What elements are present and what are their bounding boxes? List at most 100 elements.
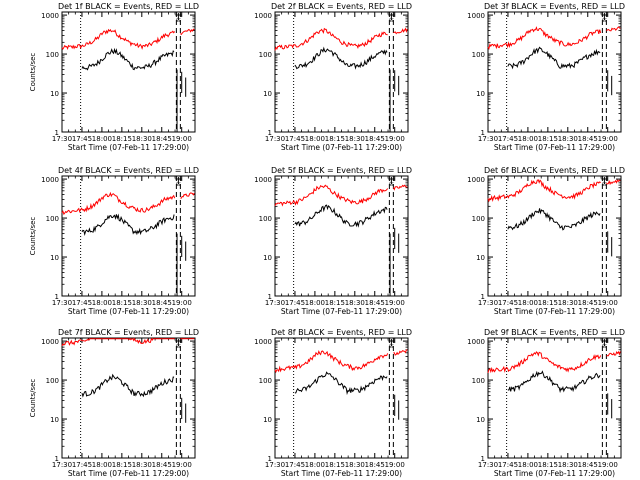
panel-title: Det 3f BLACK = Events, RED = LLD bbox=[484, 2, 625, 11]
x-tick-label: 18:00 bbox=[305, 299, 325, 307]
x-tick-label: 18:00 bbox=[92, 461, 112, 469]
y-tick-label: 100 bbox=[259, 215, 272, 223]
y-tick-label: 10 bbox=[476, 254, 485, 262]
x-tick-label: 18:15 bbox=[538, 299, 558, 307]
se-marker-label: SE bbox=[389, 182, 395, 187]
panel-title: Det 9f BLACK = Events, RED = LLD bbox=[484, 328, 625, 337]
panel-6: Det 6f BLACK = Events, RED = LLD 1 10 100 10… bbox=[467, 166, 625, 316]
x-tick-label: 18:15 bbox=[325, 299, 345, 307]
y-tick-label: 100 bbox=[472, 377, 485, 385]
panel-title: Det 6f BLACK = Events, RED = LLD bbox=[484, 166, 625, 175]
x-tick-label: 18:00 bbox=[92, 299, 112, 307]
lld-series-line bbox=[487, 351, 602, 374]
panel-2: Det 2f BLACK = Events, RED = LLD 1 10 100 10… bbox=[254, 2, 412, 152]
lld-series-line bbox=[61, 337, 175, 347]
x-tick-label: 17:45 bbox=[498, 299, 518, 307]
x-tick-label: 19:00 bbox=[172, 461, 192, 469]
x-tick-label: 18:30 bbox=[132, 135, 152, 143]
y-tick-label: 1 bbox=[481, 455, 485, 463]
x-tick-label: 19:00 bbox=[385, 135, 405, 143]
x-axis-label: Start Time (07-Feb-11 17:29:00) bbox=[68, 143, 189, 152]
x-tick-label: 17:45 bbox=[498, 135, 518, 143]
y-tick-label: 10 bbox=[50, 254, 59, 262]
se-marker-label: SE bbox=[602, 18, 608, 23]
lld-series-line bbox=[606, 26, 621, 32]
se-marker-label: SE bbox=[389, 344, 395, 349]
lld-series-line bbox=[487, 179, 601, 203]
lld-series-line bbox=[274, 27, 388, 51]
panel-8: Det 8f BLACK = Events, RED = LLD 1 10 100 10… bbox=[254, 328, 412, 478]
x-tick-label: 18:15 bbox=[538, 461, 558, 469]
x-tick-label: 18:00 bbox=[92, 135, 112, 143]
panel-7: Det 7f BLACK = Events, RED = LLD 1 10 100 10… bbox=[29, 328, 199, 478]
y-tick-label: 1000 bbox=[41, 176, 59, 184]
se-marker-label: SE bbox=[602, 344, 608, 349]
panel-9: Det 9f BLACK = Events, RED = LLD 1 10 100 10… bbox=[467, 328, 625, 478]
y-tick-label: 1 bbox=[268, 455, 272, 463]
x-tick-label: 18:30 bbox=[558, 135, 578, 143]
y-tick-label: 100 bbox=[259, 51, 272, 59]
x-tick-label: 17:45 bbox=[72, 299, 92, 307]
y-tick-label: 1000 bbox=[41, 12, 59, 20]
x-tick-label: 18:00 bbox=[305, 461, 325, 469]
plot-frame bbox=[61, 175, 196, 297]
y-tick-label: 100 bbox=[46, 377, 59, 385]
panel-title: Det 8f BLACK = Events, RED = LLD bbox=[271, 328, 412, 337]
lld-series-line bbox=[393, 349, 408, 356]
x-tick-label: 18:30 bbox=[345, 135, 365, 143]
y-tick-label: 100 bbox=[472, 51, 485, 59]
lld-series-line bbox=[606, 179, 621, 186]
x-tick-label: 18:30 bbox=[132, 299, 152, 307]
plot-frame bbox=[274, 11, 409, 133]
y-tick-label: 10 bbox=[263, 90, 272, 98]
y-tick-label: 1 bbox=[55, 293, 59, 301]
y-tick-label: 1 bbox=[268, 129, 272, 137]
plot-frame bbox=[487, 337, 622, 459]
x-tick-label: 18:30 bbox=[558, 299, 578, 307]
x-tick-label: 18:00 bbox=[518, 299, 538, 307]
lld-series-line bbox=[61, 28, 176, 51]
x-axis-label: Start Time (07-Feb-11 17:29:00) bbox=[281, 469, 402, 478]
panel-title: Det 2f BLACK = Events, RED = LLD bbox=[271, 2, 412, 11]
y-tick-label: 100 bbox=[46, 215, 59, 223]
x-tick-label: 17:30 bbox=[265, 461, 285, 469]
events-series-line bbox=[507, 46, 601, 70]
lld-series-line bbox=[274, 184, 389, 207]
x-tick-label: 17:45 bbox=[72, 461, 92, 469]
x-tick-label: 18:15 bbox=[325, 135, 345, 143]
lld-series-line bbox=[61, 191, 176, 216]
panel-title: Det 4f BLACK = Events, RED = LLD bbox=[58, 166, 199, 175]
x-tick-label: 18:45 bbox=[365, 135, 385, 143]
y-tick-label: 10 bbox=[50, 90, 59, 98]
x-axis-label: Start Time (07-Feb-11 17:29:00) bbox=[494, 143, 615, 152]
x-axis-label: Start Time (07-Feb-11 17:29:00) bbox=[494, 307, 615, 316]
x-tick-label: 19:00 bbox=[598, 299, 618, 307]
panel-3: Det 3f BLACK = Events, RED = LLD 1 10 100 10… bbox=[467, 2, 625, 152]
y-axis-label: Counts/sec bbox=[29, 53, 37, 92]
x-tick-label: 18:30 bbox=[132, 461, 152, 469]
se-marker-label: SE bbox=[602, 182, 608, 187]
lld-series-line bbox=[487, 26, 602, 50]
x-tick-label: 18:15 bbox=[112, 135, 132, 143]
x-tick-label: 18:45 bbox=[152, 135, 172, 143]
panel-title: Det 5f BLACK = Events, RED = LLD bbox=[271, 166, 412, 175]
x-tick-label: 17:45 bbox=[285, 135, 305, 143]
x-tick-label: 17:45 bbox=[285, 299, 305, 307]
se-marker-label: SE bbox=[389, 18, 395, 23]
plot-frame bbox=[487, 11, 622, 133]
y-tick-label: 1 bbox=[55, 455, 59, 463]
x-tick-label: 18:00 bbox=[518, 135, 538, 143]
x-tick-label: 19:00 bbox=[385, 461, 405, 469]
x-tick-label: 18:45 bbox=[365, 299, 385, 307]
y-tick-label: 1000 bbox=[467, 176, 485, 184]
x-tick-label: 18:30 bbox=[558, 461, 578, 469]
y-tick-label: 1000 bbox=[41, 338, 59, 346]
x-tick-label: 17:30 bbox=[52, 135, 72, 143]
x-axis-label: Start Time (07-Feb-11 17:29:00) bbox=[68, 307, 189, 316]
x-tick-label: 18:45 bbox=[365, 461, 385, 469]
x-tick-label: 19:00 bbox=[172, 135, 192, 143]
x-tick-label: 18:15 bbox=[112, 299, 132, 307]
x-tick-label: 18:00 bbox=[518, 461, 538, 469]
y-axis-label: Counts/sec bbox=[29, 217, 37, 256]
